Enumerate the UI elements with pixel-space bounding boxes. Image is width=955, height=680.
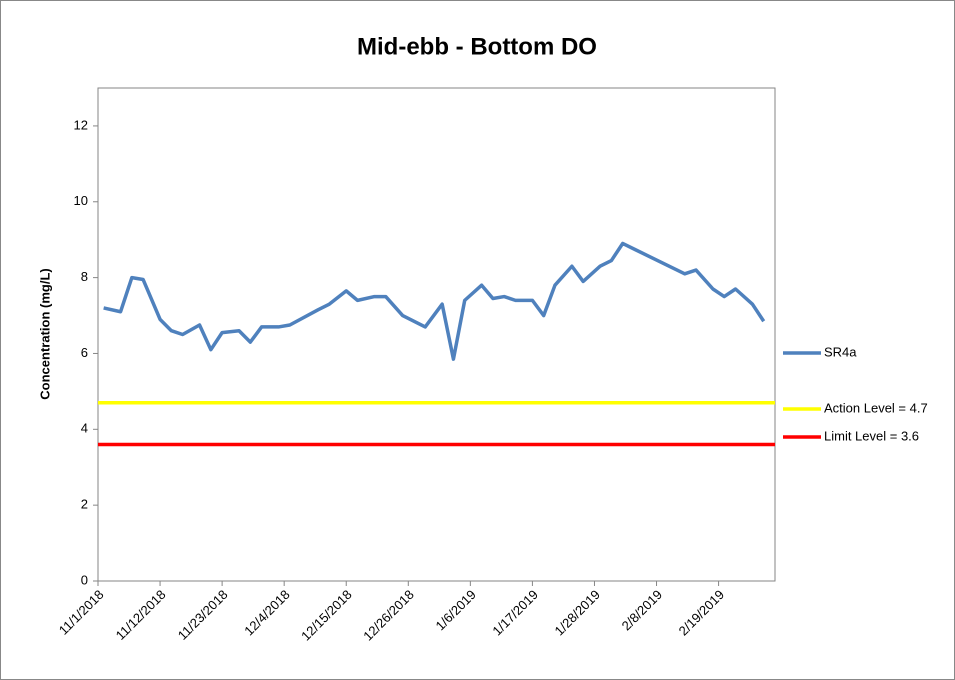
legend-label: Limit Level = 3.6 <box>824 428 919 443</box>
y-tick-label: 6 <box>81 345 88 360</box>
y-tick-label: 12 <box>74 117 88 132</box>
y-tick-label: 8 <box>81 269 88 284</box>
chart-title: Mid-ebb - Bottom DO <box>357 33 597 60</box>
plot-area <box>97 87 776 582</box>
series-line <box>103 241 766 361</box>
legend-label: SR4a <box>824 344 857 359</box>
y-tick-label: 2 <box>81 497 88 512</box>
y-tick-label: 10 <box>74 193 88 208</box>
legend-label: Action Level = 4.7 <box>824 400 928 415</box>
y-tick-label: 4 <box>81 421 88 436</box>
y-axis-label: Concentration (mg/L) <box>37 268 52 399</box>
y-tick-label: 0 <box>81 572 88 587</box>
